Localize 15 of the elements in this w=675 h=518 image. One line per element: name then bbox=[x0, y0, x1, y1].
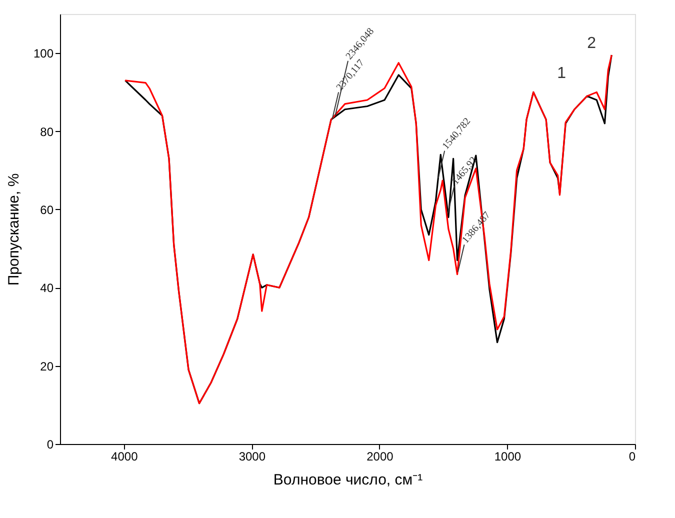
series-label: 2 bbox=[587, 35, 596, 52]
x-tick-label: 1000 bbox=[494, 450, 522, 464]
y-axis-title: Пропускание, % bbox=[5, 173, 22, 286]
y-tick-label: 80 bbox=[40, 124, 54, 139]
x-axis-title: Волновое число, см⁻¹ bbox=[273, 472, 423, 488]
y-tick-label: 100 bbox=[33, 46, 54, 61]
y-tick-label: 20 bbox=[40, 359, 54, 374]
x-tick-label: 4000 bbox=[111, 450, 138, 464]
y-tick-label: 60 bbox=[40, 202, 54, 217]
series-label: 1 bbox=[557, 65, 566, 82]
x-tick-label: 3000 bbox=[238, 450, 266, 464]
y-tick-label: 0 bbox=[46, 438, 54, 452]
y-tick-label: 40 bbox=[40, 281, 54, 296]
x-tick-label: 2000 bbox=[366, 450, 394, 464]
x-tick-label: 0 bbox=[628, 450, 636, 464]
